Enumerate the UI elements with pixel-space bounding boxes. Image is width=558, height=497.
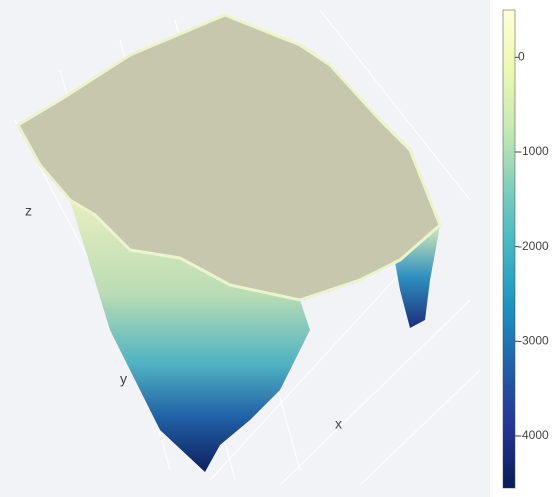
y-axis-title: y — [120, 371, 127, 387]
surface-wall — [70, 200, 310, 472]
x-axis-title: x — [335, 416, 342, 432]
surface-top — [15, 13, 442, 302]
colorbar-tick-label: -2000 — [518, 239, 549, 253]
colorbar-tick-label: 0 — [518, 49, 525, 63]
colorbar-tick-label: -1000 — [518, 144, 549, 158]
surface-wall — [395, 226, 440, 328]
z-axis-title: z — [25, 203, 32, 219]
colorbar-tick-label: -3000 — [518, 333, 549, 347]
colorbar-tick-label: -4000 — [518, 428, 549, 442]
colorbar — [502, 9, 516, 489]
